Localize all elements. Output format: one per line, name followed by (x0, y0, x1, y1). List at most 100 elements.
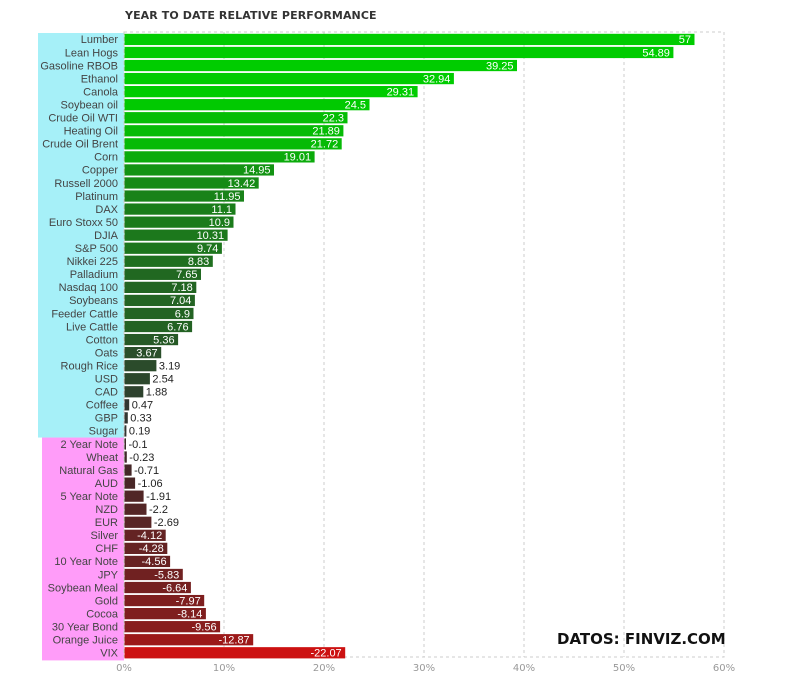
data-label: -2.2 (149, 504, 168, 516)
bar (124, 268, 201, 280)
category-label: Nasdaq 100 (59, 282, 118, 294)
data-label: 54.89 (642, 47, 670, 59)
category-label: Silver (90, 530, 118, 542)
bar (124, 177, 259, 189)
bar (124, 229, 228, 241)
bar (124, 46, 674, 59)
data-label: 19.01 (284, 152, 312, 164)
bar (124, 594, 205, 607)
category-label: Euro Stoxx 50 (49, 217, 118, 229)
x-tick-label: 30% (413, 663, 435, 674)
x-tick-label: 60% (713, 663, 735, 674)
bar (124, 529, 166, 541)
data-label: 29.31 (387, 86, 415, 98)
bar (124, 59, 517, 72)
data-label: 8.83 (188, 256, 209, 268)
bar (124, 86, 418, 98)
category-label: Gasoline RBOB (40, 60, 118, 72)
data-label: 14.95 (243, 165, 271, 177)
data-label: -1.91 (146, 491, 171, 503)
bar (124, 634, 254, 646)
category-label: EUR (95, 517, 118, 529)
data-label: 5.36 (153, 334, 174, 346)
category-label: Ethanol (81, 73, 118, 85)
bar (124, 608, 206, 620)
data-label: 7.18 (171, 282, 192, 294)
bar (124, 503, 147, 515)
data-label: -2.69 (154, 517, 179, 529)
data-label: -5.83 (154, 569, 179, 581)
data-label: -1.06 (138, 478, 163, 490)
data-label: 7.04 (170, 295, 191, 307)
data-label: -22.07 (310, 648, 341, 660)
data-label: 3.19 (159, 360, 180, 372)
category-label: USD (95, 374, 118, 386)
bar (124, 138, 342, 150)
bar (124, 33, 695, 46)
category-label: Lumber (81, 34, 119, 46)
bar (124, 164, 274, 176)
bar (124, 255, 213, 267)
data-label: -9.56 (192, 621, 217, 633)
data-label: -7.97 (176, 595, 201, 607)
bar (124, 125, 344, 137)
category-label: Platinum (75, 191, 118, 203)
category-label: 30 Year Bond (52, 621, 118, 633)
category-label: AUD (95, 478, 118, 490)
x-tick-label: 0% (116, 663, 132, 674)
category-label: Live Cattle (66, 321, 118, 333)
category-label: Copper (82, 165, 118, 177)
data-label: -4.28 (139, 543, 164, 555)
bar (124, 307, 194, 320)
bar (124, 464, 132, 476)
bar (124, 281, 197, 293)
bar (124, 294, 195, 307)
bar (124, 190, 244, 202)
category-label: 10 Year Note (54, 556, 118, 568)
bar (124, 112, 348, 124)
data-label: 11.95 (214, 191, 241, 203)
bar (124, 151, 315, 163)
data-label: 6.9 (175, 308, 190, 320)
bar (124, 516, 152, 528)
category-label: S&P 500 (75, 243, 118, 255)
category-label: 5 Year Note (61, 491, 119, 503)
bar (124, 438, 126, 450)
data-label: 22.3 (323, 113, 344, 125)
data-label: -0.1 (129, 439, 148, 451)
category-label: Soybean oil (61, 99, 119, 111)
category-label: DJIA (94, 230, 119, 242)
category-label: Oats (95, 347, 119, 359)
category-label: Russell 2000 (54, 178, 118, 190)
data-label: -0.71 (134, 465, 159, 477)
data-label: 13.42 (228, 178, 256, 190)
data-label: -0.23 (129, 452, 154, 464)
bar (124, 412, 128, 424)
data-label: -4.12 (137, 530, 162, 542)
bar (124, 373, 150, 385)
category-label: Natural Gas (59, 465, 118, 477)
x-tick-label: 10% (213, 663, 235, 674)
bar (124, 242, 222, 254)
positive-label-panel (38, 33, 124, 438)
data-label: 3.67 (136, 347, 157, 359)
bar (124, 451, 127, 463)
category-label: CAD (95, 387, 118, 399)
category-label: Palladium (70, 269, 118, 281)
bar (124, 347, 162, 359)
data-label: 21.89 (312, 126, 340, 138)
bar (124, 555, 171, 568)
category-label: Lean Hogs (65, 47, 119, 59)
bar (124, 581, 191, 594)
category-label: Cocoa (86, 608, 119, 620)
category-label: JPY (98, 569, 119, 581)
bar (124, 203, 236, 215)
data-label: 32.94 (423, 73, 451, 85)
bar (124, 72, 454, 85)
category-label: Crude Oil WTI (48, 113, 118, 125)
category-label: Crude Oil Brent (42, 139, 118, 151)
category-label: Cotton (86, 334, 118, 346)
category-label: Orange Juice (53, 635, 118, 647)
category-label: Heating Oil (64, 126, 118, 138)
